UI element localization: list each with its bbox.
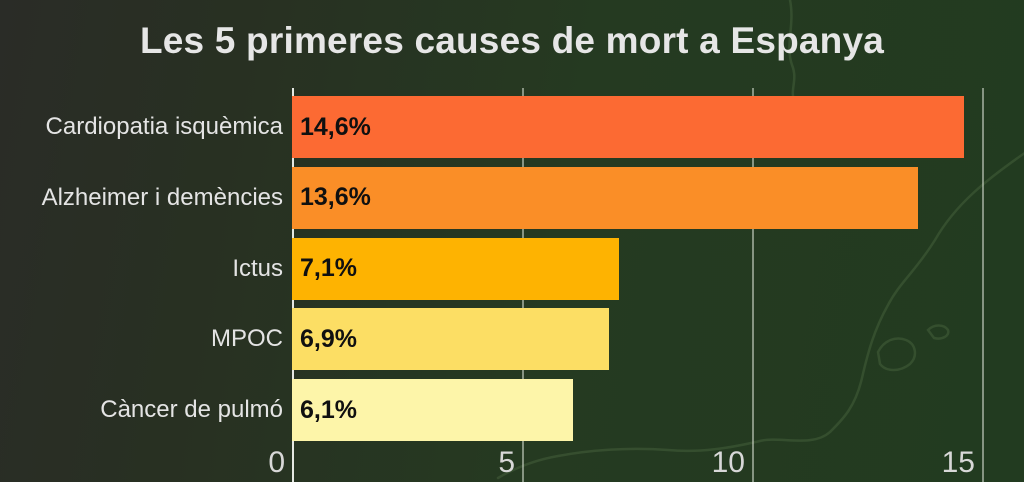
x-tick-label: 5 xyxy=(498,446,515,479)
category-label: Càncer de pulmó xyxy=(100,396,283,424)
bar-row: Càncer de pulmó 6,1% xyxy=(0,379,1024,442)
x-gridline xyxy=(982,88,984,482)
bar-ictus: 7,1% xyxy=(292,237,619,300)
value-label: 7,1% xyxy=(300,254,357,283)
value-label: 13,6% xyxy=(300,183,371,212)
category-label: MPOC xyxy=(211,325,283,353)
x-gridline xyxy=(752,88,754,482)
bar-cardiopatia: 14,6% xyxy=(292,96,964,158)
category-label: Cardiopatia isquèmica xyxy=(45,113,283,140)
value-label: 6,9% xyxy=(300,324,357,353)
bar-mpoc: 6,9% xyxy=(292,308,610,371)
x-tick-label: 10 xyxy=(711,446,745,479)
category-label: Ictus xyxy=(232,254,283,282)
value-label: 6,1% xyxy=(300,395,357,424)
value-label: 14,6% xyxy=(300,112,371,141)
bar-alzheimer: 13,6% xyxy=(292,166,918,229)
x-tick-label: 0 xyxy=(268,446,285,479)
bar-row: Ictus 7,1% xyxy=(0,237,1024,300)
bar-cancer-pulmo: 6,1% xyxy=(292,379,573,442)
chart-title: Les 5 primeres causes de mort a Espanya xyxy=(139,20,885,61)
x-tick-label: 15 xyxy=(941,446,975,479)
category-label: Alzheimer i demències xyxy=(41,183,283,211)
bar-row: MPOC 6,9% xyxy=(0,308,1024,371)
bar-row: Alzheimer i demències 13,6% xyxy=(0,166,1024,229)
bar-row: Cardiopatia isquèmica 14,6% xyxy=(0,96,1024,158)
